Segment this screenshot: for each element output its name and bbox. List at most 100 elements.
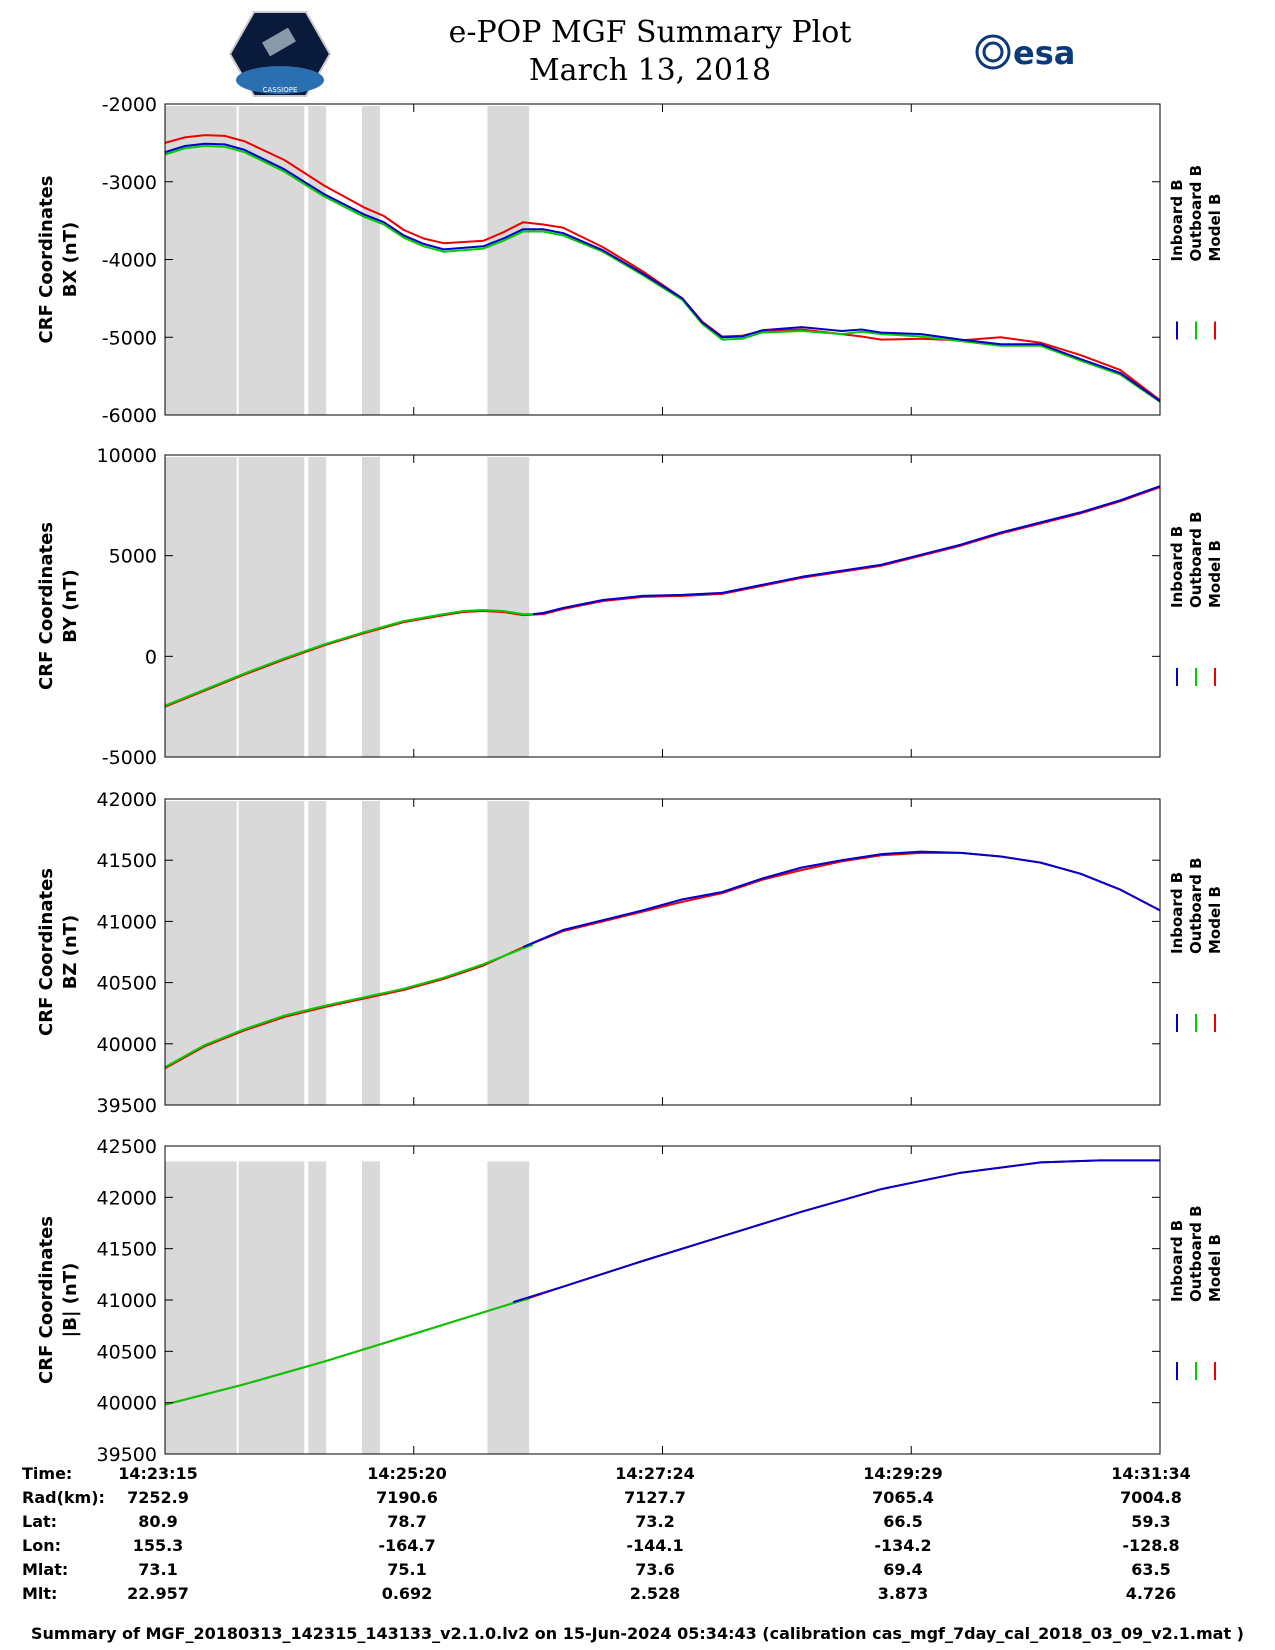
info-rad-1: 7190.6 [376, 1488, 438, 1507]
info-lon-0: 155.3 [132, 1536, 184, 1555]
y-tick-label: 42500 [97, 1136, 157, 1158]
legend-label-outboard-b: Outboard B [1187, 165, 1205, 262]
gap-shading-4 [362, 1161, 380, 1454]
info-mlt-3: 3.873 [877, 1584, 929, 1603]
series-model-b [164, 134, 1161, 401]
panel-4: 39500 40000 40500 41000 41500 42000 42500 CRF C… [36, 1136, 1224, 1466]
gap-shading-5 [487, 1161, 530, 1454]
info-label-lat: Lat: [22, 1512, 58, 1531]
info-mlt-1: 0.692 [381, 1584, 433, 1603]
y-axis-label: CRF Coordinates [36, 176, 57, 344]
legend-label-model-b: Model B [1206, 540, 1224, 608]
info-lat-3: 66.5 [883, 1512, 923, 1531]
y-tick-label: -5000 [102, 327, 157, 349]
series-inboard-b [532, 485, 1161, 616]
footer-note: Summary of MGF_20180313_142315_143133_v2… [31, 1624, 1244, 1643]
y-axis-label-units: BY (nT) [60, 569, 81, 643]
info-rad-3: 7065.4 [872, 1488, 934, 1507]
y-axis-label: CRF Coordinates [36, 1216, 57, 1384]
info-mlat-2: 73.6 [635, 1560, 675, 1579]
info-mlat-1: 75.1 [387, 1560, 427, 1579]
gap-shading-2 [238, 1161, 305, 1454]
legend-label-inboard-b: Inboard B [1168, 526, 1186, 608]
gap-shading-3 [308, 1161, 327, 1454]
y-axis-label-units: BX (nT) [60, 222, 81, 297]
y-tick-label: 10000 [97, 445, 157, 467]
gap-shading-2 [238, 457, 305, 757]
info-lat-4: 59.3 [1131, 1512, 1171, 1531]
y-tick-label: 41500 [97, 850, 157, 872]
legend-label-inboard-b: Inboard B [1168, 872, 1186, 954]
gap-shading-1 [165, 457, 237, 757]
info-label-mlat: Mlat: [22, 1560, 69, 1579]
gap-shading-3 [308, 801, 327, 1105]
y-tick-label: 0 [145, 646, 157, 668]
chart-title-date: March 13, 2018 [528, 53, 772, 88]
info-label-time: Time: [22, 1464, 73, 1483]
y-tick-label: -6000 [102, 405, 157, 427]
gap-shading-2 [238, 106, 305, 415]
info-label-lon: Lon: [22, 1536, 61, 1555]
y-tick-label: -5000 [102, 747, 157, 769]
y-tick-label: 41000 [97, 911, 157, 933]
chart-title-line1: e-POP MGF Summary Plot [448, 15, 852, 50]
gap-shading-1 [165, 801, 237, 1105]
legend-label-outboard-b: Outboard B [1187, 511, 1205, 608]
info-mlat-3: 69.4 [883, 1560, 923, 1579]
y-axis-label: CRF Coordinates [36, 868, 57, 1036]
info-label-rad: Rad(km): [22, 1488, 105, 1507]
gap-shading-5 [487, 106, 530, 415]
info-lat-0: 80.9 [138, 1512, 178, 1531]
info-lon-4: -128.8 [1122, 1536, 1180, 1555]
panel-1: -6000 -5000 -4000 -3000 -2000 CRF Coordinates… [36, 94, 1224, 427]
y-tick-label: -3000 [102, 172, 157, 194]
y-axis-label: CRF Coordinates [36, 522, 57, 690]
legend-label-model-b: Model B [1206, 194, 1224, 262]
gap-shading-3 [308, 106, 327, 415]
legend-label-model-b: Model B [1206, 886, 1224, 954]
esa-logo: esa [975, 34, 1075, 72]
info-time-0: 14:23:15 [118, 1464, 198, 1483]
gap-shading-3 [308, 457, 327, 757]
info-time-3: 14:29:29 [863, 1464, 943, 1483]
gap-shading-5 [487, 457, 530, 757]
legend-label-outboard-b: Outboard B [1187, 1205, 1205, 1302]
legend-label-inboard-b: Inboard B [1168, 179, 1186, 261]
info-rad-2: 7127.7 [624, 1488, 686, 1507]
y-tick-label: 42000 [97, 789, 157, 811]
info-rad-4: 7004.8 [1120, 1488, 1182, 1507]
summary-plot: -6000 -5000 -4000 -3000 -2000 CRF Coordinates… [36, 94, 1224, 1466]
gap-shading-4 [362, 457, 380, 757]
info-lat-2: 73.2 [635, 1512, 675, 1531]
y-tick-label: 42000 [97, 1187, 157, 1209]
info-mlt-4: 4.726 [1125, 1584, 1177, 1603]
y-tick-label: 5000 [109, 546, 157, 568]
panel-3: 39500 40000 40500 41000 41500 42000 CRF Coordi… [36, 789, 1224, 1117]
info-mlt-2: 2.528 [629, 1584, 681, 1603]
info-mlat-0: 73.1 [138, 1560, 178, 1579]
y-tick-label: 41500 [97, 1239, 157, 1261]
legend-label-inboard-b: Inboard B [1168, 1220, 1186, 1302]
esa-logo-text: esa [1013, 34, 1075, 72]
series-inboard-b [522, 850, 1161, 949]
legend-label-model-b: Model B [1206, 1234, 1224, 1302]
gap-shading-4 [362, 106, 380, 415]
gap-shading-4 [362, 801, 380, 1105]
y-tick-label: 40000 [97, 1393, 157, 1415]
series-inboard-b [164, 142, 1161, 402]
y-axis-label-units: |B| (nT) [60, 1263, 81, 1338]
y-tick-label: 41000 [97, 1290, 157, 1312]
y-tick-label: 39500 [97, 1095, 157, 1117]
panel-2: -5000 0 5000 10000 CRF Coordinates BY (nT) Inb… [36, 445, 1224, 769]
info-time-2: 14:27:24 [615, 1464, 695, 1483]
cassiope-logo-text: CASSIOPE [263, 86, 298, 94]
gap-shading-1 [165, 1161, 237, 1454]
y-tick-label: -2000 [102, 94, 157, 116]
series-inboard-b [513, 1159, 1160, 1304]
info-lon-2: -144.1 [626, 1536, 684, 1555]
y-tick-label: 40500 [97, 1341, 157, 1363]
info-time-1: 14:25:20 [367, 1464, 447, 1483]
info-mlat-4: 63.5 [1131, 1560, 1171, 1579]
info-rad-0: 7252.9 [127, 1488, 189, 1507]
info-lon-1: -164.7 [378, 1536, 436, 1555]
